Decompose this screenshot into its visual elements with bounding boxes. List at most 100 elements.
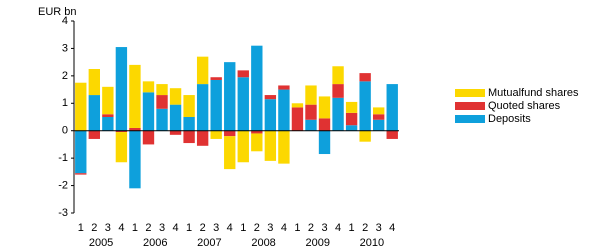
bar-segment (373, 119, 385, 131)
bar-segment (210, 77, 222, 80)
y-tick-label: -2 (58, 179, 68, 191)
bar-segment (305, 104, 317, 120)
x-tick-label: 2 (91, 222, 97, 234)
bar-segment (102, 117, 114, 131)
bar-segment (373, 107, 385, 115)
legend-swatch (455, 115, 485, 123)
bar-segment (359, 81, 371, 131)
x-tick-label: 3 (321, 222, 327, 234)
x-tick-label: 3 (213, 222, 219, 234)
legend-swatch (455, 102, 485, 110)
bar-segment (129, 127, 141, 131)
x-tick-label: 4 (281, 222, 287, 234)
bar-segment (129, 130, 141, 189)
bar-segment (169, 88, 182, 105)
x-tick-label: 2 (254, 222, 260, 234)
bar-segment (332, 97, 344, 131)
bar-segment (156, 95, 168, 109)
group-label: 2005 (89, 237, 113, 249)
bar-segment (88, 130, 100, 139)
bar-segment (318, 130, 331, 155)
bar-segment (75, 130, 87, 174)
bar-segment (264, 130, 277, 161)
bar-segment (183, 117, 195, 131)
bar-segment (169, 104, 182, 131)
y-tick-label: -1 (58, 152, 68, 164)
bar-segment (196, 130, 209, 146)
bar-segment (305, 119, 317, 131)
bar-segment (291, 107, 304, 131)
y-tick-label: 0 (62, 125, 68, 137)
x-tick-label: 4 (335, 222, 341, 234)
bar-segment (142, 81, 155, 93)
x-tick-label: 2 (200, 222, 206, 234)
x-tick-label: 3 (376, 222, 382, 234)
bar-segment (264, 99, 277, 131)
bar-segment (251, 133, 263, 152)
bar-segment (224, 130, 236, 137)
bar-segment (305, 85, 317, 105)
bar-segment (115, 47, 128, 131)
group-label: 2007 (197, 237, 221, 249)
y-tick-label: 3 (62, 42, 68, 54)
bar-segment (224, 62, 236, 131)
x-tick-label: 3 (105, 222, 111, 234)
bar-segment (196, 56, 209, 85)
group-label: 2006 (143, 237, 167, 249)
bar-segment (210, 130, 222, 139)
y-axis-label: EUR bn (38, 6, 77, 18)
bar-segment (129, 64, 141, 128)
bar-segment (142, 92, 155, 131)
x-tick-label: 4 (173, 222, 179, 234)
legend-label: Mutualfund shares (488, 87, 579, 99)
bar-segment (169, 130, 182, 135)
bar-segment (359, 130, 371, 142)
y-tick-label: -3 (58, 207, 68, 219)
bar-segment (386, 130, 398, 139)
bar-segment (332, 66, 344, 85)
bar-segment (251, 130, 263, 134)
bar-segment (237, 130, 249, 163)
bar-segment (88, 95, 100, 131)
bar-segment (345, 112, 358, 126)
bar-segment (359, 73, 371, 82)
bar-segment (318, 118, 331, 131)
bar-segment (345, 101, 358, 113)
bar-segment (237, 70, 249, 78)
x-tick-label: 4 (389, 222, 395, 234)
bar-segment (115, 132, 128, 163)
bar-segment (156, 84, 168, 96)
x-tick-label: 1 (186, 222, 192, 234)
x-tick-label: 1 (294, 222, 300, 234)
bar-segment (183, 95, 195, 117)
x-tick-label: 3 (267, 222, 273, 234)
legend-label: Deposits (488, 113, 531, 125)
bar-segment (237, 77, 249, 131)
x-tick-label: 1 (132, 222, 138, 234)
bar-segment (332, 84, 344, 98)
bar-segment (210, 79, 222, 131)
group-label: 2009 (306, 237, 330, 249)
x-tick-label: 1 (349, 222, 355, 234)
y-tick-label: 1 (62, 97, 68, 109)
bar-segment (264, 95, 277, 100)
bar-segment (75, 173, 87, 175)
bar-segment (142, 130, 155, 145)
bar-segment (75, 82, 87, 131)
bar-segment (102, 114, 114, 117)
bar-segment (373, 114, 385, 120)
x-tick-label: 1 (240, 222, 246, 234)
legend-swatch (455, 89, 485, 97)
bar-segment (278, 130, 290, 164)
group-label: 2008 (251, 237, 275, 249)
x-tick-label: 3 (159, 222, 165, 234)
bar-segment (196, 84, 209, 131)
x-tick-label: 1 (78, 222, 84, 234)
bar-segment (156, 108, 168, 131)
y-tick-label: 2 (62, 70, 68, 82)
bar-segment (278, 89, 290, 131)
x-tick-label: 4 (118, 222, 124, 234)
x-tick-label: 2 (308, 222, 314, 234)
bar-segment (386, 84, 398, 131)
